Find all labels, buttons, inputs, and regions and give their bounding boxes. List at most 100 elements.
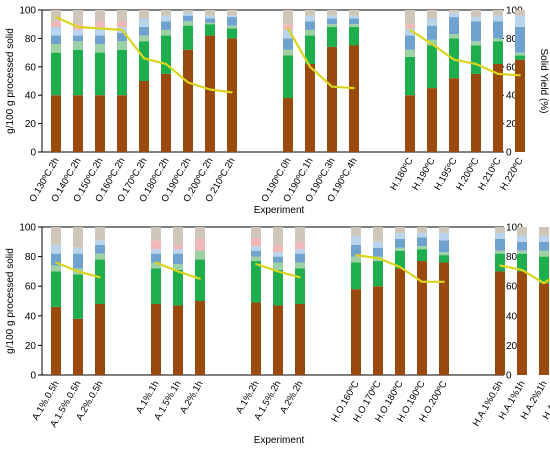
solid-yield-point — [187, 81, 189, 84]
y-left-axis-label: g/100 g processed solid — [5, 28, 16, 134]
bar-segment — [51, 244, 61, 254]
solid-yield-point — [309, 65, 311, 68]
bar-segment — [73, 318, 83, 375]
solid-yield-point — [519, 74, 521, 77]
bar-segment — [417, 261, 427, 375]
bar-segment — [471, 10, 481, 18]
bar-segment — [351, 289, 361, 375]
bar-segment — [539, 241, 549, 251]
solid-yield-line — [287, 27, 355, 90]
bar-segment — [95, 52, 105, 96]
y-right-tick-label: 100 — [506, 223, 523, 234]
bar-segment — [515, 10, 525, 16]
bar-segment — [493, 21, 503, 39]
bar-segment — [139, 35, 149, 42]
solid-yield-point — [199, 277, 201, 280]
bar-segment — [427, 39, 437, 46]
bar-segment — [427, 10, 437, 19]
bar-segment — [417, 246, 427, 250]
bar-segment — [195, 250, 205, 260]
bar-segment — [539, 250, 549, 257]
bar-segment — [295, 241, 305, 250]
solid-yield-point — [287, 27, 289, 30]
bar-segment — [295, 268, 305, 304]
bar-segment — [517, 250, 527, 254]
bar-segment — [327, 10, 337, 16]
bar-segment — [117, 21, 127, 28]
bar-segment — [51, 44, 61, 53]
y-left-tick-label: 0 — [30, 148, 36, 159]
bar-segment — [471, 45, 481, 74]
bar-segment — [205, 10, 215, 16]
bar-segment — [517, 271, 527, 375]
bar-segment — [495, 250, 505, 254]
bar-segment — [73, 41, 83, 50]
bar-segment — [495, 253, 505, 272]
bar-segment — [283, 55, 293, 99]
bar-segment — [517, 235, 527, 242]
bar-segment — [117, 10, 127, 22]
solid-yield-point — [99, 276, 101, 279]
bar-segment — [517, 227, 527, 236]
bar-segment — [405, 95, 415, 152]
bar-segment — [73, 227, 83, 248]
bar-segment — [349, 10, 359, 16]
solid-yield-line — [409, 28, 521, 77]
bar-segment — [73, 29, 83, 36]
y-right-tick-label: 60 — [506, 62, 518, 73]
bar-segment — [227, 10, 237, 16]
solid-yield-point — [399, 266, 401, 268]
bar-segment — [493, 38, 503, 42]
bar-segment — [283, 29, 293, 39]
bar-segment — [205, 35, 215, 153]
y-right-tick-label: 80 — [506, 34, 518, 45]
bar-segment — [161, 15, 171, 22]
bar-segment — [405, 28, 415, 36]
y-left-tick-label: 40 — [25, 311, 37, 322]
bar-segment — [405, 24, 415, 29]
bar-segment — [139, 81, 149, 152]
bar-segment — [351, 244, 361, 257]
y-right-tick-label: 80 — [506, 252, 518, 263]
bar-segment — [273, 305, 283, 375]
bar-segment — [295, 262, 305, 269]
bar-segment — [515, 52, 525, 56]
solid-yield-point — [497, 73, 499, 75]
bar-segment — [173, 305, 183, 375]
bar-segment — [117, 95, 127, 152]
bar-segment — [151, 268, 161, 304]
bar-segment — [493, 15, 503, 22]
bar-segment — [395, 232, 405, 239]
bar-segment — [373, 247, 383, 257]
bar-segment — [117, 41, 127, 50]
bar-segment — [51, 306, 61, 375]
bar-segment — [51, 253, 61, 266]
bar-segment — [205, 15, 215, 19]
bar-segment — [405, 56, 415, 96]
bar-segment — [95, 227, 105, 241]
bar-segment — [73, 247, 83, 254]
solid-yield-point — [543, 282, 545, 285]
bar-segment — [73, 49, 83, 96]
bar-segment — [471, 73, 481, 152]
bar-segment — [539, 235, 549, 242]
bar-segment — [327, 15, 337, 19]
bar-segment — [495, 232, 505, 239]
y-right-tick-label: 0 — [506, 371, 512, 382]
bar-segment — [305, 29, 315, 36]
solid-yield-point — [121, 28, 123, 31]
bar-segment — [183, 15, 193, 22]
bar-segment — [73, 35, 83, 42]
bar-segment — [151, 249, 161, 254]
bar-segment — [327, 27, 337, 47]
bar-segment — [173, 253, 183, 264]
bar-segment — [305, 15, 315, 22]
bar-segment — [151, 240, 161, 250]
bar-segment — [95, 44, 105, 53]
bar-segment — [449, 38, 459, 79]
bar-segment — [373, 261, 383, 287]
bar-segment — [205, 22, 215, 25]
solid-yield-point — [77, 26, 79, 28]
y-left-tick-label: 40 — [25, 91, 37, 102]
bar-segment — [517, 253, 527, 272]
